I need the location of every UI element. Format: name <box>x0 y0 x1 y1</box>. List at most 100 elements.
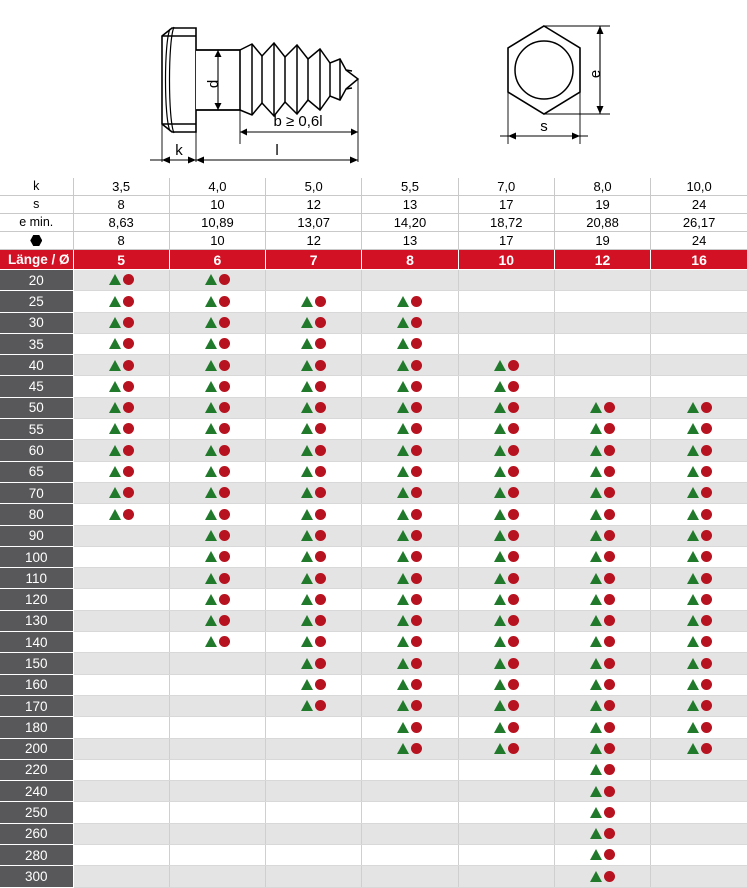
matrix-cell-empty[interactable] <box>73 674 170 696</box>
matrix-cell-available[interactable] <box>650 588 747 611</box>
matrix-cell-empty[interactable] <box>458 844 555 867</box>
matrix-cell-empty[interactable] <box>361 780 459 803</box>
matrix-cell-available[interactable] <box>554 525 652 547</box>
matrix-cell-available[interactable] <box>169 439 267 462</box>
matrix-cell-available[interactable] <box>265 567 363 590</box>
matrix-column-header-2[interactable]: 7 <box>265 250 363 270</box>
matrix-cell-empty[interactable] <box>73 716 170 739</box>
matrix-cell-available[interactable] <box>265 375 363 398</box>
matrix-cell-available[interactable] <box>650 461 747 483</box>
matrix-cell-available[interactable] <box>361 631 459 654</box>
matrix-cell-available[interactable] <box>650 716 747 739</box>
matrix-row-label[interactable]: 80 <box>0 503 74 526</box>
matrix-cell-empty[interactable] <box>265 716 363 739</box>
matrix-cell-empty[interactable] <box>650 290 747 313</box>
matrix-cell-empty[interactable] <box>169 674 267 696</box>
matrix-cell-available[interactable] <box>361 738 459 760</box>
matrix-cell-available[interactable] <box>73 270 170 292</box>
matrix-cell-empty[interactable] <box>650 844 747 867</box>
matrix-cell-available[interactable] <box>554 546 652 569</box>
matrix-cell-empty[interactable] <box>458 333 555 356</box>
matrix-row-label[interactable]: 120 <box>0 588 74 611</box>
matrix-cell-available[interactable] <box>265 525 363 547</box>
matrix-cell-available[interactable] <box>265 631 363 654</box>
matrix-row-label[interactable]: 200 <box>0 738 74 760</box>
matrix-cell-available[interactable] <box>169 375 267 398</box>
matrix-cell-available[interactable] <box>650 738 747 760</box>
matrix-cell-available[interactable] <box>73 375 170 398</box>
matrix-cell-available[interactable] <box>73 503 170 526</box>
matrix-row-label[interactable]: 150 <box>0 652 74 675</box>
matrix-cell-available[interactable] <box>361 716 459 739</box>
matrix-cell-empty[interactable] <box>265 780 363 803</box>
matrix-row-label[interactable]: 140 <box>0 631 74 654</box>
matrix-cell-empty[interactable] <box>169 780 267 803</box>
matrix-cell-empty[interactable] <box>650 375 747 398</box>
matrix-cell-available[interactable] <box>458 631 555 654</box>
matrix-cell-empty[interactable] <box>73 823 170 846</box>
matrix-cell-available[interactable] <box>361 674 459 696</box>
matrix-cell-available[interactable] <box>265 588 363 611</box>
matrix-row-label[interactable]: 55 <box>0 418 74 441</box>
matrix-cell-available[interactable] <box>169 290 267 313</box>
matrix-cell-empty[interactable] <box>554 354 652 377</box>
matrix-cell-available[interactable] <box>458 546 555 569</box>
matrix-row-label[interactable]: 160 <box>0 674 74 696</box>
matrix-cell-available[interactable] <box>361 418 459 441</box>
matrix-cell-available[interactable] <box>458 397 555 420</box>
matrix-cell-available[interactable] <box>361 482 459 505</box>
matrix-row-label[interactable]: 35 <box>0 333 74 356</box>
matrix-cell-available[interactable] <box>361 610 459 633</box>
matrix-cell-available[interactable] <box>361 503 459 526</box>
matrix-cell-available[interactable] <box>169 354 267 377</box>
matrix-row-label[interactable]: 60 <box>0 439 74 462</box>
matrix-row-label[interactable]: 25 <box>0 290 74 313</box>
matrix-cell-empty[interactable] <box>458 290 555 313</box>
matrix-cell-available[interactable] <box>73 482 170 505</box>
matrix-cell-available[interactable] <box>650 567 747 590</box>
matrix-cell-available[interactable] <box>650 482 747 505</box>
matrix-cell-available[interactable] <box>169 270 267 292</box>
matrix-cell-available[interactable] <box>361 312 459 334</box>
matrix-row-label[interactable]: 110 <box>0 567 74 590</box>
matrix-cell-empty[interactable] <box>73 588 170 611</box>
matrix-cell-available[interactable] <box>554 439 652 462</box>
matrix-row-label[interactable]: 50 <box>0 397 74 420</box>
matrix-cell-available[interactable] <box>361 525 459 547</box>
matrix-cell-available[interactable] <box>458 652 555 675</box>
matrix-cell-available[interactable] <box>361 375 459 398</box>
matrix-cell-available[interactable] <box>554 652 652 675</box>
matrix-cell-available[interactable] <box>554 844 652 867</box>
matrix-cell-available[interactable] <box>169 482 267 505</box>
matrix-cell-available[interactable] <box>265 397 363 420</box>
matrix-cell-available[interactable] <box>169 461 267 483</box>
matrix-cell-available[interactable] <box>265 546 363 569</box>
matrix-cell-available[interactable] <box>554 610 652 633</box>
matrix-cell-empty[interactable] <box>73 759 170 782</box>
matrix-cell-available[interactable] <box>73 333 170 356</box>
matrix-cell-available[interactable] <box>169 610 267 633</box>
matrix-cell-available[interactable] <box>169 418 267 441</box>
matrix-cell-available[interactable] <box>169 546 267 569</box>
matrix-cell-available[interactable] <box>361 397 459 420</box>
matrix-cell-available[interactable] <box>458 461 555 483</box>
matrix-cell-empty[interactable] <box>361 270 459 292</box>
matrix-cell-available[interactable] <box>73 461 170 483</box>
matrix-cell-empty[interactable] <box>265 270 363 292</box>
matrix-cell-available[interactable] <box>554 674 652 696</box>
matrix-cell-empty[interactable] <box>73 652 170 675</box>
matrix-row-label[interactable]: 260 <box>0 823 74 846</box>
matrix-row-label[interactable]: 45 <box>0 375 74 398</box>
matrix-cell-available[interactable] <box>650 652 747 675</box>
matrix-cell-empty[interactable] <box>265 801 363 824</box>
matrix-cell-empty[interactable] <box>361 844 459 867</box>
matrix-cell-available[interactable] <box>458 610 555 633</box>
matrix-column-header-4[interactable]: 10 <box>457 250 555 270</box>
matrix-cell-empty[interactable] <box>169 652 267 675</box>
matrix-cell-empty[interactable] <box>169 759 267 782</box>
matrix-cell-available[interactable] <box>554 631 652 654</box>
matrix-cell-available[interactable] <box>650 674 747 696</box>
matrix-cell-available[interactable] <box>554 503 652 526</box>
matrix-cell-available[interactable] <box>458 354 555 377</box>
matrix-cell-available[interactable] <box>650 418 747 441</box>
